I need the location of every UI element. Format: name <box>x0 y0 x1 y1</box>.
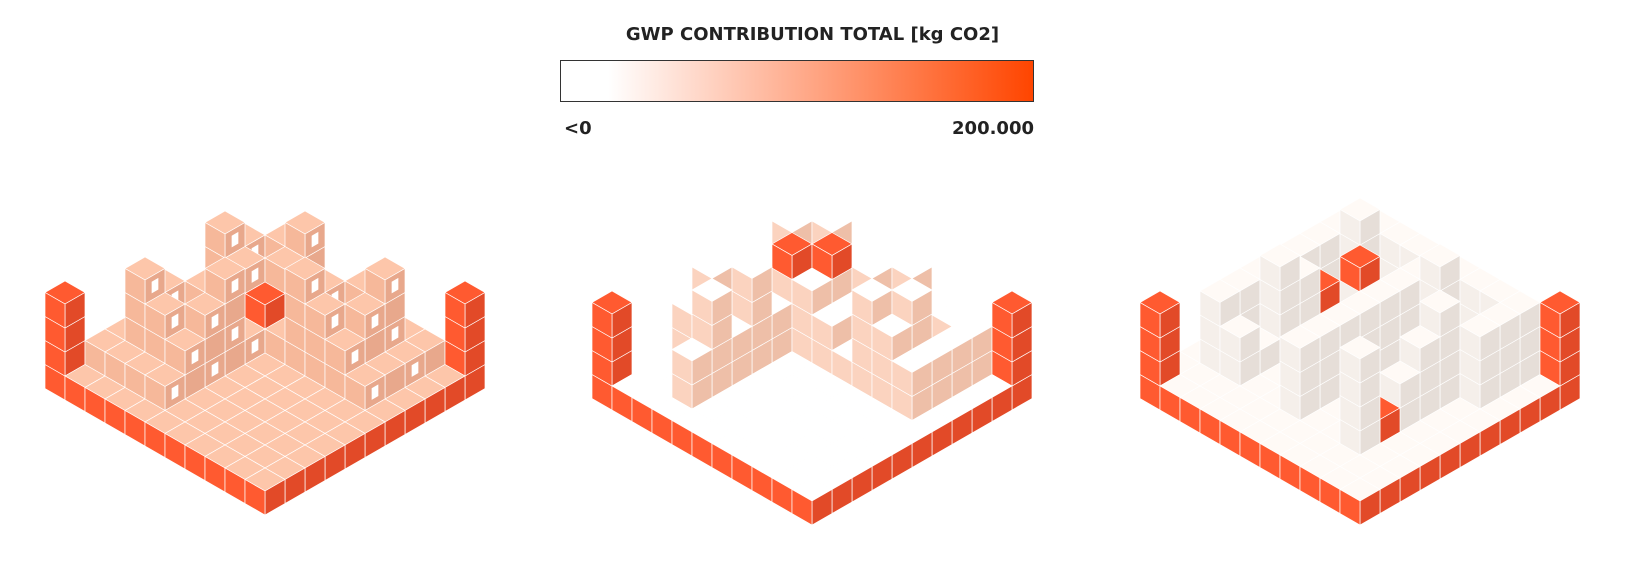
cube-left <box>991 301 1013 339</box>
window <box>391 277 399 294</box>
window <box>411 361 419 377</box>
window <box>371 384 379 400</box>
cube-left <box>1339 255 1361 293</box>
cube-left <box>891 360 913 398</box>
legend-max-label: 200.000 <box>952 118 1034 139</box>
cube-left <box>304 303 326 341</box>
cube-left <box>1199 290 1221 328</box>
window <box>151 277 159 294</box>
window <box>211 361 219 377</box>
cube-left <box>44 291 66 329</box>
window <box>171 384 179 400</box>
cube-left <box>671 348 693 386</box>
window <box>351 348 359 365</box>
window <box>251 267 259 283</box>
cube-left <box>851 289 873 327</box>
cube-left <box>1539 301 1561 339</box>
cube-left <box>791 278 813 316</box>
window <box>331 313 339 329</box>
cube-left <box>204 221 226 259</box>
cube-left <box>1339 346 1361 384</box>
window <box>191 348 199 365</box>
cube-left <box>731 266 753 304</box>
cube-left <box>144 303 166 341</box>
cube-left <box>324 338 346 376</box>
cube-left <box>1139 301 1161 339</box>
cube-left <box>444 291 466 329</box>
window <box>231 231 239 248</box>
window <box>391 325 399 342</box>
cube-left <box>1219 325 1241 363</box>
legend-gradient <box>560 60 1034 102</box>
cube-left <box>1279 336 1301 374</box>
cube-left <box>771 243 793 281</box>
cube-left <box>124 267 146 305</box>
window <box>171 313 179 329</box>
cube-left <box>871 324 893 362</box>
cube-left <box>1419 254 1441 292</box>
cube-left <box>811 314 833 352</box>
window <box>251 338 259 354</box>
cube-left <box>1459 324 1481 362</box>
window <box>311 231 319 248</box>
legend-min-label: <0 <box>564 118 592 139</box>
cube-left <box>1259 254 1281 292</box>
cube-left <box>691 289 713 327</box>
cube-left <box>284 267 306 305</box>
cube-left <box>591 301 613 339</box>
window <box>311 277 319 294</box>
cube-left <box>1339 208 1361 246</box>
window <box>211 313 219 329</box>
cube-left <box>1339 488 1361 526</box>
window <box>231 325 239 342</box>
window <box>231 277 239 294</box>
cube-left <box>791 488 813 526</box>
cube-left <box>244 478 266 516</box>
legend-title: GWP CONTRIBUTION TOTAL [kg CO2] <box>625 24 1000 45</box>
window <box>371 313 379 329</box>
